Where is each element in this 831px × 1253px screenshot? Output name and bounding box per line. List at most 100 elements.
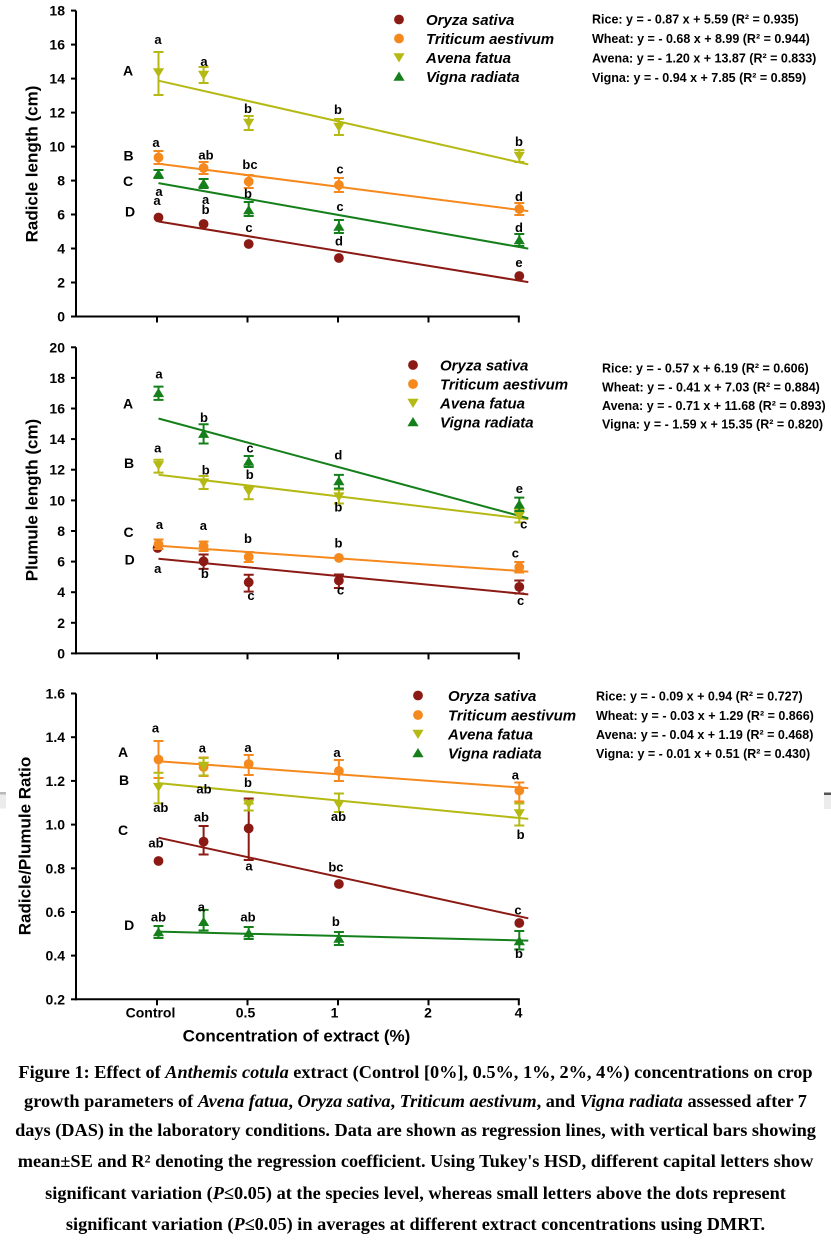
svg-text:a: a bbox=[152, 721, 160, 736]
svg-text:b: b bbox=[334, 102, 342, 117]
svg-text:4: 4 bbox=[57, 241, 65, 257]
svg-text:b: b bbox=[335, 536, 343, 551]
svg-text:ab: ab bbox=[153, 800, 168, 815]
svg-text:Plumule length (cm): Plumule length (cm) bbox=[23, 419, 42, 581]
svg-text:Wheat: y = - 0.03 x + 1.29 (R²: Wheat: y = - 0.03 x + 1.29 (R² = 0.866) bbox=[596, 709, 814, 723]
svg-text:0.6: 0.6 bbox=[46, 904, 66, 920]
svg-text:d: d bbox=[335, 234, 343, 249]
svg-text:Vigna radiata: Vigna radiata bbox=[440, 415, 534, 432]
svg-text:a: a bbox=[154, 561, 162, 576]
svg-text:A: A bbox=[118, 744, 128, 760]
svg-text:0: 0 bbox=[57, 309, 65, 325]
svg-text:Rice: y = - 0.87 x + 5.59 (R²: Rice: y = - 0.87 x + 5.59 (R² = 0.935) bbox=[592, 13, 799, 27]
svg-text:8: 8 bbox=[57, 173, 65, 189]
svg-text:Rice: y = - 0.57 x + 6.19 (R²: Rice: y = - 0.57 x + 6.19 (R² = 0.606) bbox=[602, 362, 809, 376]
svg-text:Wheat: y = - 0.68 x + 8.99 (R²: Wheat: y = - 0.68 x + 8.99 (R² = 0.944) bbox=[592, 32, 810, 46]
svg-text:Avena fatua: Avena fatua bbox=[447, 727, 533, 744]
svg-text:Vigna: y = - 1.59 x + 15.35 (R: Vigna: y = - 1.59 x + 15.35 (R² = 0.820) bbox=[602, 418, 823, 432]
svg-text:D: D bbox=[124, 917, 134, 933]
svg-text:a: a bbox=[156, 517, 164, 532]
svg-text:14: 14 bbox=[49, 71, 65, 87]
svg-text:a: a bbox=[244, 740, 252, 755]
svg-text:Concentration of extract (%): Concentration of extract (%) bbox=[183, 1027, 411, 1046]
svg-text:bc: bc bbox=[242, 157, 257, 172]
svg-text:b: b bbox=[244, 101, 252, 116]
svg-text:Wheat: y = - 0.41 x + 7.03 (R²: Wheat: y = - 0.41 x + 7.03 (R² = 0.884) bbox=[602, 381, 820, 395]
svg-text:B: B bbox=[123, 148, 133, 164]
svg-text:c: c bbox=[245, 220, 252, 235]
svg-text:0.8: 0.8 bbox=[46, 860, 66, 876]
svg-text:Vigna: y = - 0.94 x + 7.85 (R²: Vigna: y = - 0.94 x + 7.85 (R² = 0.859) bbox=[592, 71, 806, 85]
svg-text:b: b bbox=[244, 186, 252, 201]
svg-text:Avena: y = - 0.71 x + 11.68 (R: Avena: y = - 0.71 x + 11.68 (R² = 0.893) bbox=[602, 399, 826, 413]
svg-text:a: a bbox=[154, 32, 162, 47]
svg-text:b: b bbox=[202, 462, 210, 477]
svg-text:Avena fatua: Avena fatua bbox=[425, 50, 511, 67]
svg-text:12: 12 bbox=[49, 105, 65, 121]
svg-text:8: 8 bbox=[57, 523, 65, 539]
svg-text:c: c bbox=[336, 162, 343, 177]
svg-text:ab: ab bbox=[331, 809, 346, 824]
svg-text:a: a bbox=[154, 440, 162, 455]
svg-text:A: A bbox=[123, 396, 133, 412]
svg-text:Oryza sativa: Oryza sativa bbox=[440, 358, 528, 375]
svg-text:e: e bbox=[516, 481, 523, 496]
svg-text:C: C bbox=[118, 822, 128, 838]
svg-text:Avena fatua: Avena fatua bbox=[439, 396, 525, 413]
svg-text:d: d bbox=[515, 220, 523, 235]
svg-text:C: C bbox=[123, 173, 133, 189]
svg-text:Vigna radiata: Vigna radiata bbox=[426, 69, 520, 86]
svg-text:ab: ab bbox=[196, 782, 211, 797]
svg-text:c: c bbox=[512, 545, 519, 560]
svg-text:Oryza sativa: Oryza sativa bbox=[448, 688, 536, 705]
svg-text:16: 16 bbox=[49, 37, 65, 53]
svg-text:Vigna: y = - 0.01 x + 0.51 (R²: Vigna: y = - 0.01 x + 0.51 (R² = 0.430) bbox=[596, 747, 810, 761]
svg-text:1: 1 bbox=[331, 1005, 339, 1021]
svg-text:12: 12 bbox=[49, 462, 65, 478]
svg-text:b: b bbox=[515, 134, 523, 149]
svg-text:6: 6 bbox=[57, 554, 65, 570]
svg-text:1.4: 1.4 bbox=[46, 729, 66, 745]
svg-text:c: c bbox=[514, 903, 521, 918]
svg-text:1.6: 1.6 bbox=[46, 686, 66, 702]
svg-text:c: c bbox=[520, 517, 527, 532]
svg-text:a: a bbox=[245, 859, 253, 874]
svg-text:2: 2 bbox=[57, 275, 65, 291]
svg-text:c: c bbox=[246, 441, 253, 456]
svg-text:b: b bbox=[515, 946, 523, 961]
svg-text:0.2: 0.2 bbox=[46, 991, 66, 1007]
svg-text:Control: Control bbox=[126, 1005, 176, 1021]
svg-text:b: b bbox=[246, 467, 254, 482]
svg-text:Triticum aestivum: Triticum aestivum bbox=[426, 31, 554, 48]
svg-text:c: c bbox=[337, 583, 344, 598]
svg-text:1.0: 1.0 bbox=[46, 817, 66, 833]
svg-text:Radicle length (cm): Radicle length (cm) bbox=[23, 86, 42, 243]
svg-text:4: 4 bbox=[57, 584, 65, 600]
svg-text:2: 2 bbox=[57, 615, 65, 631]
svg-text:ab: ab bbox=[240, 910, 255, 925]
svg-text:Radicle/Plumule Ratio: Radicle/Plumule Ratio bbox=[16, 757, 35, 936]
svg-text:b: b bbox=[334, 500, 342, 515]
svg-text:0.5: 0.5 bbox=[236, 1005, 256, 1021]
svg-text:a: a bbox=[152, 135, 160, 150]
svg-text:4: 4 bbox=[515, 1005, 523, 1021]
svg-text:Triticum aestivum: Triticum aestivum bbox=[448, 708, 576, 725]
svg-text:bc: bc bbox=[328, 860, 343, 875]
svg-text:0.4: 0.4 bbox=[46, 948, 66, 964]
svg-text:b: b bbox=[244, 775, 252, 790]
svg-text:D: D bbox=[125, 204, 135, 220]
svg-text:18: 18 bbox=[49, 3, 65, 19]
svg-text:C: C bbox=[123, 524, 133, 540]
svg-text:ab: ab bbox=[151, 910, 166, 925]
svg-text:14: 14 bbox=[49, 431, 65, 447]
svg-text:c: c bbox=[517, 593, 524, 608]
svg-text:d: d bbox=[334, 447, 342, 462]
svg-text:10: 10 bbox=[49, 139, 65, 155]
svg-text:b: b bbox=[517, 827, 525, 842]
svg-text:B: B bbox=[124, 455, 134, 471]
svg-text:Vigna radiata: Vigna radiata bbox=[448, 746, 542, 763]
svg-text:b: b bbox=[200, 410, 208, 425]
svg-text:ab: ab bbox=[198, 148, 213, 163]
svg-text:16: 16 bbox=[49, 401, 65, 417]
svg-text:a: a bbox=[155, 366, 163, 381]
